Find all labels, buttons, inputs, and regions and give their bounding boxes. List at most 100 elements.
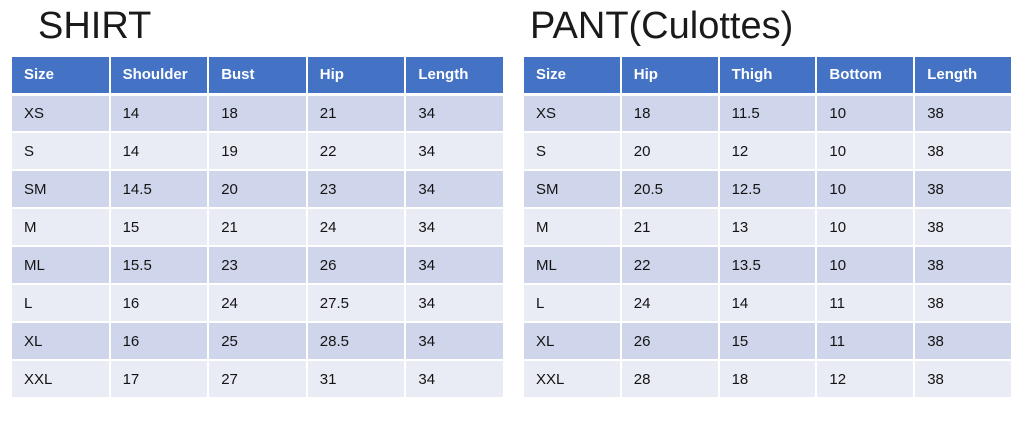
- measurement-cell: 38: [913, 321, 1013, 361]
- size-cell: L: [522, 283, 622, 323]
- column-header: Bust: [207, 55, 308, 96]
- size-cell: S: [10, 131, 111, 171]
- measurement-cell: 34: [404, 169, 505, 209]
- column-header: Shoulder: [108, 55, 210, 96]
- measurement-cell: 20: [619, 131, 720, 171]
- measurement-cell: 11: [815, 283, 916, 323]
- measurement-cell: 11.5: [717, 93, 818, 133]
- measurement-cell: 11: [815, 321, 916, 361]
- table-row: XS 14 18 21 34: [10, 93, 505, 133]
- table-row: SM 20.5 12.5 10 38: [522, 169, 1013, 209]
- measurement-cell: 21: [305, 93, 407, 133]
- column-header: Size: [522, 55, 622, 96]
- column-header: Size: [10, 55, 111, 96]
- measurement-cell: 34: [404, 245, 505, 285]
- measurement-cell: 20: [207, 169, 308, 209]
- measurement-cell: 17: [108, 359, 210, 399]
- size-cell: S: [522, 131, 622, 171]
- measurement-cell: 38: [913, 359, 1013, 399]
- measurement-cell: 21: [619, 207, 720, 247]
- measurement-cell: 38: [913, 131, 1013, 171]
- measurement-cell: 19: [207, 131, 308, 171]
- shirt-title: SHIRT: [38, 5, 152, 47]
- table-row: XXL 28 18 12 38: [522, 359, 1013, 399]
- table-row: XXL 17 27 31 34: [10, 359, 505, 399]
- table-row: XL 16 25 28.5 34: [10, 321, 505, 361]
- measurement-cell: 15: [108, 207, 210, 247]
- measurement-cell: 13.5: [717, 245, 818, 285]
- pant-size-table: Size Hip Thigh Bottom Length XS 18 11.5 10 38 S 20 1…: [522, 55, 1013, 399]
- measurement-cell: 13: [717, 207, 818, 247]
- measurement-cell: 24: [207, 283, 308, 323]
- measurement-cell: 27: [207, 359, 308, 399]
- measurement-cell: 28: [619, 359, 720, 399]
- column-header: Hip: [305, 55, 407, 96]
- pant-size-chart-section: PANT(Culottes) Size Hip Thigh Bottom Length X…: [522, 0, 1013, 421]
- size-cell: XXL: [10, 359, 111, 399]
- measurement-cell: 18: [207, 93, 308, 133]
- measurement-cell: 27.5: [305, 283, 407, 323]
- table-row: S 20 12 10 38: [522, 131, 1013, 171]
- measurement-cell: 14: [717, 283, 818, 323]
- column-header: Length: [913, 55, 1013, 96]
- measurement-cell: 10: [815, 93, 916, 133]
- measurement-cell: 16: [108, 283, 210, 323]
- header-row: Size Shoulder Bust Hip Length: [10, 55, 505, 96]
- column-header: Hip: [619, 55, 720, 96]
- measurement-cell: 38: [913, 245, 1013, 285]
- measurement-cell: 14: [108, 131, 210, 171]
- pant-title: PANT(Culottes): [530, 5, 794, 47]
- measurement-cell: 34: [404, 207, 505, 247]
- size-cell: M: [10, 207, 111, 247]
- measurement-cell: 18: [619, 93, 720, 133]
- measurement-cell: 38: [913, 283, 1013, 323]
- measurement-cell: 22: [619, 245, 720, 285]
- header-row: Size Hip Thigh Bottom Length: [522, 55, 1013, 96]
- measurement-cell: 25: [207, 321, 308, 361]
- table-row: ML 15.5 23 26 34: [10, 245, 505, 285]
- size-cell: XL: [10, 321, 111, 361]
- measurement-cell: 34: [404, 321, 505, 361]
- measurement-cell: 20.5: [619, 169, 720, 209]
- shirt-size-chart-section: SHIRT Size Shoulder Bust Hip Length XS 14 18 21 3…: [10, 0, 505, 421]
- table-row: S 14 19 22 34: [10, 131, 505, 171]
- size-cell: XS: [10, 93, 111, 133]
- measurement-cell: 12.5: [717, 169, 818, 209]
- measurement-cell: 10: [815, 169, 916, 209]
- measurement-cell: 34: [404, 131, 505, 171]
- measurement-cell: 15.5: [108, 245, 210, 285]
- measurement-cell: 24: [305, 207, 407, 247]
- measurement-cell: 22: [305, 131, 407, 171]
- measurement-cell: 15: [717, 321, 818, 361]
- measurement-cell: 26: [619, 321, 720, 361]
- measurement-cell: 38: [913, 169, 1013, 209]
- size-cell: XL: [522, 321, 622, 361]
- measurement-cell: 24: [619, 283, 720, 323]
- size-cell: SM: [10, 169, 111, 209]
- table-row: L 24 14 11 38: [522, 283, 1013, 323]
- table-row: M 21 13 10 38: [522, 207, 1013, 247]
- measurement-cell: 14.5: [108, 169, 210, 209]
- measurement-cell: 34: [404, 93, 505, 133]
- table-row: XS 18 11.5 10 38: [522, 93, 1013, 133]
- measurement-cell: 10: [815, 131, 916, 171]
- table-row: L 16 24 27.5 34: [10, 283, 505, 323]
- measurement-cell: 26: [305, 245, 407, 285]
- measurement-cell: 16: [108, 321, 210, 361]
- measurement-cell: 34: [404, 359, 505, 399]
- measurement-cell: 38: [913, 93, 1013, 133]
- column-header: Bottom: [815, 55, 916, 96]
- size-cell: XXL: [522, 359, 622, 399]
- measurement-cell: 21: [207, 207, 308, 247]
- measurement-cell: 10: [815, 207, 916, 247]
- measurement-cell: 23: [305, 169, 407, 209]
- measurement-cell: 12: [717, 131, 818, 171]
- column-header: Thigh: [717, 55, 818, 96]
- measurement-cell: 14: [108, 93, 210, 133]
- measurement-cell: 10: [815, 245, 916, 285]
- measurement-cell: 31: [305, 359, 407, 399]
- shirt-size-table: Size Shoulder Bust Hip Length XS 14 18 21 34 S 14 19…: [10, 55, 505, 399]
- table-row: M 15 21 24 34: [10, 207, 505, 247]
- column-header: Length: [404, 55, 505, 96]
